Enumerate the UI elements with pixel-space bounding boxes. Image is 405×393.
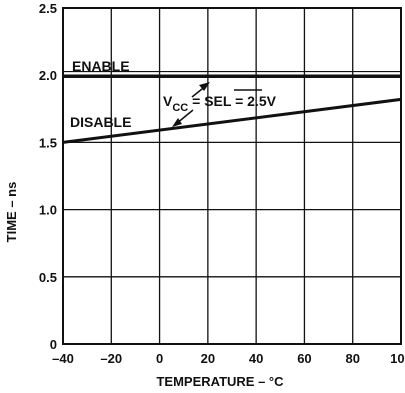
- y-tick-label: 0.5: [39, 270, 57, 285]
- y-tick-label: 2.0: [39, 68, 57, 83]
- sel-overbar-text: SEL: [204, 93, 232, 109]
- condition-value: = 2.5V: [231, 93, 276, 109]
- x-tick-label: –20: [100, 351, 122, 366]
- plot-frame: [62, 7, 402, 345]
- condition-equals: =: [188, 93, 204, 109]
- arrow-to-enable-head: [199, 82, 210, 91]
- series-layer: [62, 70, 402, 144]
- vcc-subscript: CC: [172, 102, 188, 114]
- x-tick-label: 100: [390, 351, 405, 366]
- x-tick-label: 40: [249, 351, 263, 366]
- x-axis-title: TEMPERATURE – °C: [156, 374, 284, 389]
- x-tick-label: 60: [297, 351, 311, 366]
- x-tick-labels: –40 –20 0 20 40 60 80 100: [52, 351, 405, 366]
- y-axis-title: TIME – ns: [4, 182, 19, 243]
- y-tick-label: 0: [50, 337, 57, 352]
- x-tick-label: –40: [52, 351, 74, 366]
- vcc-v: V: [163, 93, 173, 109]
- series-label-disable: DISABLE: [70, 114, 131, 130]
- y-tick-labels: 0 0.5 1.0 1.5 2.0 2.5: [39, 1, 57, 352]
- series-label-enable: ENABLE: [72, 58, 130, 74]
- series-line-disable: [62, 97, 402, 144]
- y-tick-label: 2.5: [39, 1, 57, 16]
- arrow-to-disable-head: [172, 118, 182, 127]
- x-tick-label: 0: [156, 351, 163, 366]
- condition-annotation: VCC = SEL = 2.5V: [163, 93, 277, 114]
- x-tick-label: 20: [201, 351, 215, 366]
- y-tick-label: 1.0: [39, 203, 57, 218]
- x-tick-label: 80: [345, 351, 359, 366]
- y-tick-label: 1.5: [39, 135, 57, 150]
